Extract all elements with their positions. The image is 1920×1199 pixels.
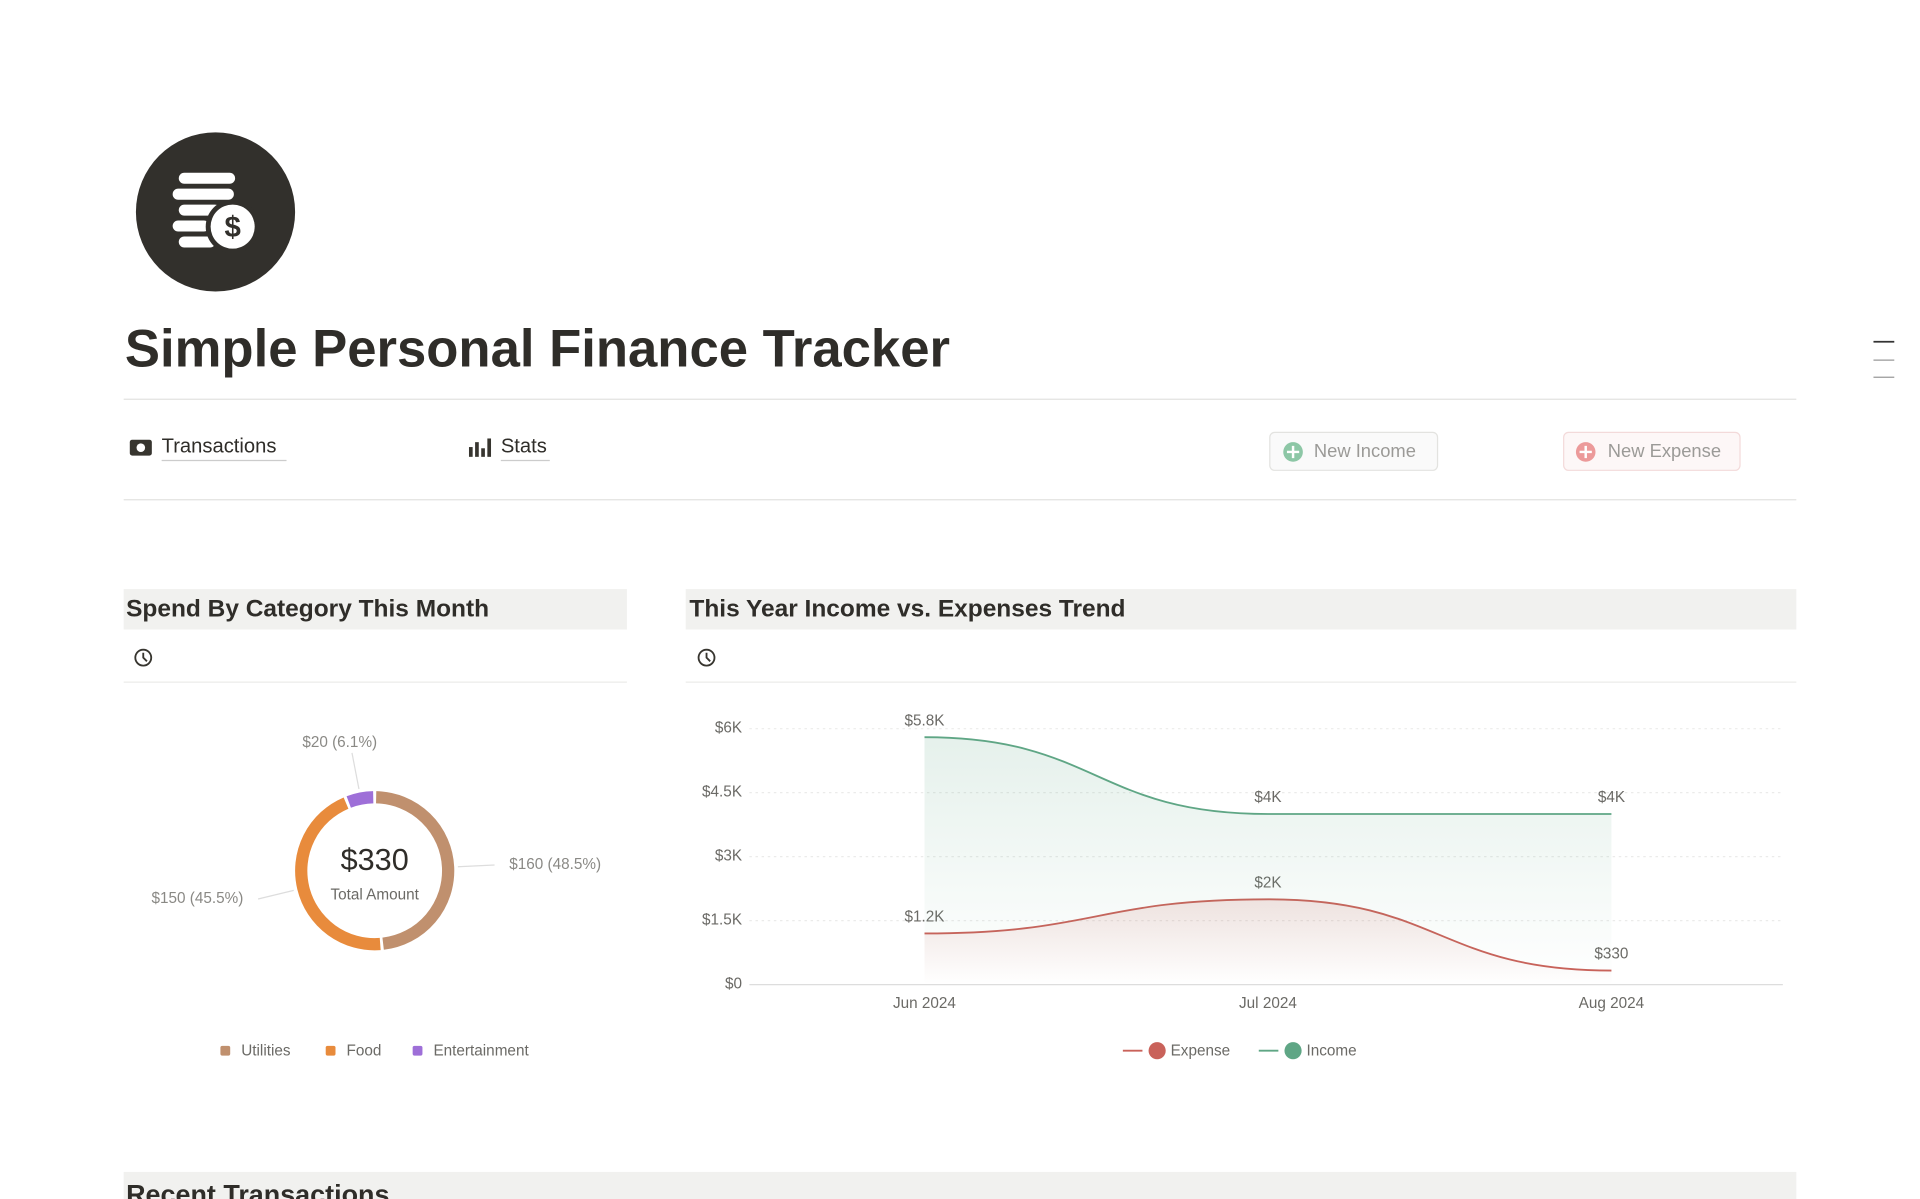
series-line <box>924 736 1612 815</box>
page-title: Simple Personal Finance Tracker <box>125 320 950 379</box>
nav-stats[interactable]: Stats <box>468 435 550 462</box>
x-tick-label: Jul 2024 <box>1239 995 1297 1012</box>
heading-bg <box>123 589 627 630</box>
chart-icon <box>134 648 716 667</box>
legend-dot <box>1284 1042 1302 1060</box>
center-value: $330 <box>341 843 409 877</box>
y-tick-label: $4.5K <box>702 784 743 801</box>
leader-line <box>257 889 294 900</box>
button-label[interactable]: New Expense <box>1608 440 1721 461</box>
data-label: $160 (48.5%) <box>509 856 601 873</box>
center-caption: Total Amount <box>330 886 419 903</box>
y-tick-label: $1.5K <box>702 912 743 929</box>
toc <box>1873 340 1895 378</box>
legend-label: Entertainment <box>433 1042 529 1059</box>
nav-transactions[interactable]: Transactions <box>129 435 287 462</box>
heading-bg <box>123 1171 1797 1199</box>
chart-title: This Year Income vs. Expenses Trend <box>689 595 1125 622</box>
chart-title: Spend By Category This Month <box>126 595 489 622</box>
data-label: $20 (6.1%) <box>302 734 377 751</box>
series-area <box>924 737 1612 985</box>
data-label: $4K <box>1598 789 1626 806</box>
legend-label: Expense <box>1171 1042 1231 1059</box>
heading-bg <box>685 589 1797 630</box>
donut-segment <box>346 791 374 808</box>
data-label: $150 (45.5%) <box>152 890 244 907</box>
leader-line <box>351 752 360 790</box>
new-income-button[interactable]: New Income <box>1269 431 1439 471</box>
x-tick-label: Jun 2024 <box>893 995 956 1012</box>
nav-link[interactable]: Transactions <box>162 435 277 457</box>
legend-swatch <box>220 1045 231 1056</box>
x-tick-label: Aug 2024 <box>1579 995 1645 1012</box>
button-label[interactable]: New Income <box>1314 440 1416 461</box>
donut-segment <box>375 791 455 950</box>
leader-line <box>457 864 495 868</box>
legend-label: Food <box>347 1042 382 1059</box>
legend-swatch <box>412 1045 423 1056</box>
donut-segment <box>295 797 381 951</box>
nav-link[interactable]: Stats <box>501 435 547 457</box>
y-tick-label: $6K <box>715 720 743 737</box>
new-expense-button[interactable]: New Expense <box>1563 431 1741 471</box>
data-label: $5.8K <box>904 712 945 729</box>
svg-text:$: $ <box>224 211 240 244</box>
page-icon: $ <box>135 132 296 292</box>
section-title: Recent Transactions <box>126 1180 389 1199</box>
legend-label: Income <box>1307 1042 1357 1059</box>
legend-swatch <box>325 1045 336 1056</box>
data-label: $4K <box>1254 789 1282 806</box>
legend-dot <box>1148 1042 1166 1060</box>
y-tick-label: $3K <box>715 848 743 865</box>
y-tick-label: $0 <box>725 976 742 993</box>
legend-label: Utilities <box>241 1042 291 1059</box>
